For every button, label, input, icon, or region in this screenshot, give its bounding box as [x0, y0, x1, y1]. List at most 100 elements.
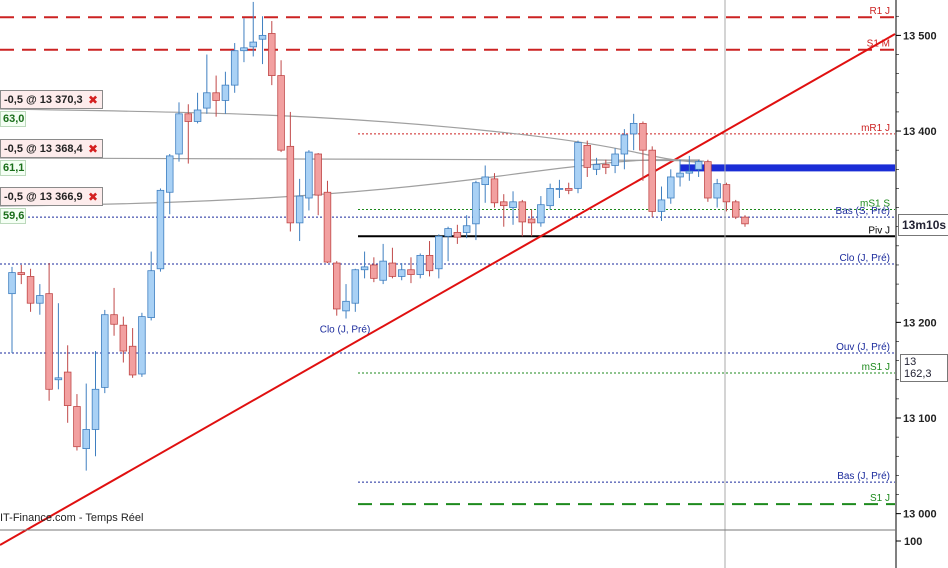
- candle: [249, 1, 257, 57]
- candle: [240, 18, 248, 63]
- order-line-1[interactable]: -0,5 @ 13 370,3 ✖: [0, 90, 103, 109]
- candle-body: [639, 122, 647, 151]
- candle: [295, 178, 304, 242]
- candle: [397, 263, 406, 281]
- order-line-3[interactable]: -0,5 @ 13 366,9 ✖: [0, 187, 103, 206]
- level-label: R1 J: [869, 6, 890, 17]
- candle: [54, 303, 63, 390]
- candle-body: [741, 216, 749, 225]
- candle-body: [537, 204, 545, 224]
- candle: [694, 159, 703, 177]
- candle-body: [156, 189, 165, 270]
- close-order-icon[interactable]: ✖: [87, 92, 98, 107]
- candle: [138, 312, 146, 377]
- candle: [527, 209, 536, 237]
- candle: [360, 251, 369, 279]
- candle: [435, 234, 443, 279]
- candle: [156, 188, 165, 272]
- close-order-icon[interactable]: ✖: [87, 189, 98, 204]
- candle: [314, 153, 322, 216]
- candle: [128, 328, 137, 378]
- candle-body: [629, 122, 638, 135]
- level-label: mR1 J: [861, 123, 890, 134]
- candle: [230, 43, 239, 93]
- candle-body: [425, 254, 434, 272]
- candle-body: [527, 218, 536, 224]
- candle-body: [360, 266, 369, 271]
- axis-tick-label: 13 500: [903, 30, 937, 42]
- candle: [91, 351, 100, 457]
- candle-body: [212, 92, 220, 101]
- candle-body: [203, 92, 211, 109]
- candle: [648, 146, 656, 218]
- candle: [416, 253, 424, 279]
- level-label: S1 J: [870, 493, 890, 504]
- candle-body: [147, 270, 155, 318]
- candle: [333, 261, 341, 316]
- candle: [342, 284, 350, 319]
- candle: [602, 159, 610, 175]
- candle: [583, 140, 592, 177]
- candle-body: [407, 269, 415, 275]
- candle-body: [379, 260, 387, 281]
- axis-tick-label: 13 000: [903, 509, 937, 521]
- candle-body: [63, 371, 72, 406]
- candle: [639, 121, 647, 181]
- candle-body: [342, 300, 350, 312]
- candle: [462, 215, 471, 239]
- candle-body: [36, 295, 44, 304]
- candle-body: [82, 429, 90, 450]
- candle: [203, 54, 211, 114]
- ma-line-1: [0, 108, 696, 163]
- level-label: Clo (J, Pré): [839, 253, 890, 264]
- candle-body: [128, 345, 137, 376]
- trend-line-layer: [0, 33, 896, 546]
- candle: [101, 309, 109, 394]
- candle: [574, 140, 582, 194]
- candle-body: [490, 178, 499, 204]
- level-label: Ouv (J, Pré): [836, 342, 890, 353]
- candle-body: [101, 314, 109, 388]
- candle-body: [462, 225, 471, 233]
- candle: [722, 182, 731, 212]
- axis-tick-label: 13 100: [903, 413, 937, 425]
- candle-body: [73, 406, 81, 448]
- order-line-2[interactable]: -0,5 @ 13 368,4 ✖: [0, 139, 103, 158]
- candle: [518, 199, 527, 237]
- candle-body: [138, 316, 146, 375]
- candle-body: [472, 182, 480, 225]
- candle-body: [193, 109, 202, 122]
- candle: [17, 264, 26, 285]
- candle: [667, 169, 675, 204]
- candle-body: [592, 164, 601, 170]
- candle: [509, 191, 517, 225]
- candle: [8, 266, 16, 353]
- level-label: Bas (J, Pré): [837, 471, 890, 482]
- candle: [119, 316, 128, 363]
- candle: [453, 224, 462, 244]
- candle-body: [221, 84, 230, 101]
- candle: [472, 180, 480, 241]
- candle-body: [583, 144, 592, 168]
- candle: [555, 179, 564, 198]
- candle-body: [8, 272, 16, 295]
- candle: [165, 154, 174, 215]
- candle: [268, 21, 276, 86]
- candle-body: [165, 155, 174, 193]
- candle: [379, 243, 387, 285]
- candle-body: [611, 153, 619, 166]
- close-order-icon[interactable]: ✖: [87, 141, 98, 156]
- time-to-close-badge: 13m10s: [898, 214, 948, 236]
- candle: [629, 113, 638, 151]
- level-label: Bas (S, Pré): [836, 206, 890, 217]
- candle-body: [388, 262, 397, 277]
- candle-body: [351, 269, 360, 304]
- candle: [193, 92, 202, 124]
- candle: [546, 183, 554, 210]
- candle: [500, 194, 508, 227]
- candle: [258, 16, 267, 65]
